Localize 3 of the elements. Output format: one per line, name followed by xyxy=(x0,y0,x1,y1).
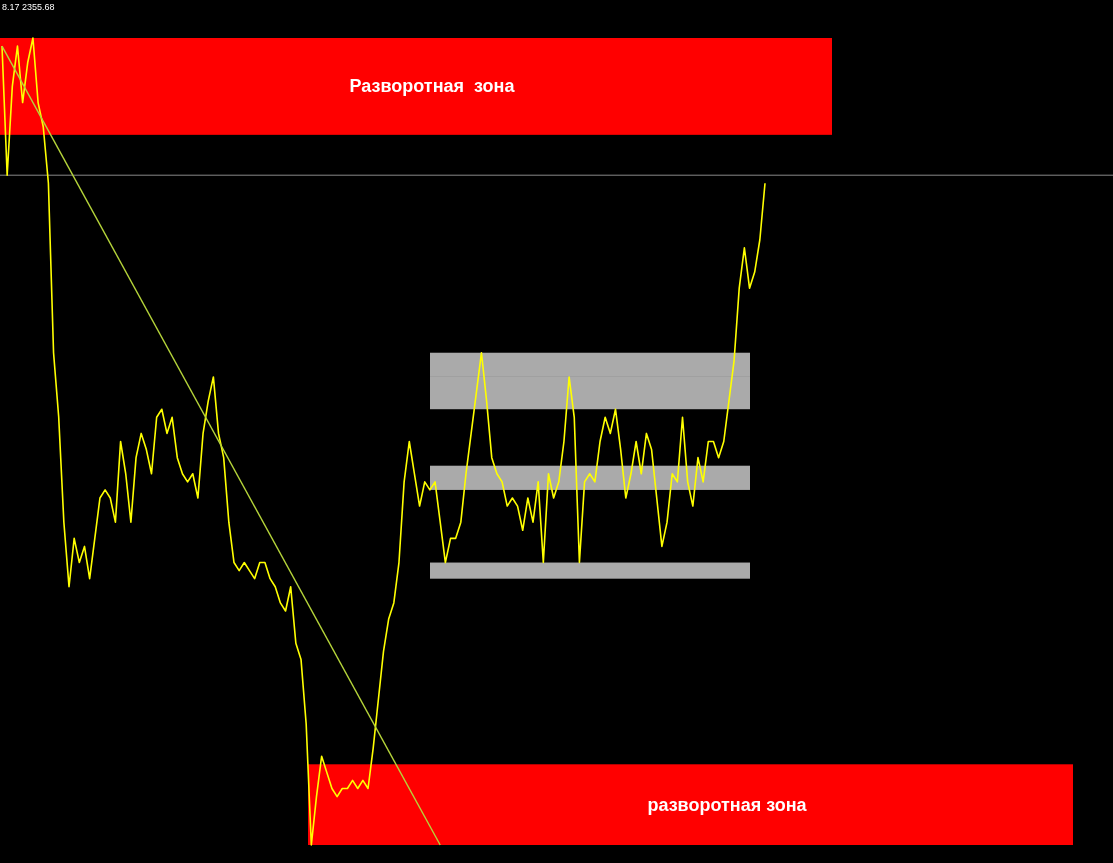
band-label: разворотная зона xyxy=(647,794,808,815)
text: 8.17 2355.68 xyxy=(2,2,55,12)
band-label: Разворотная зона xyxy=(349,76,516,97)
